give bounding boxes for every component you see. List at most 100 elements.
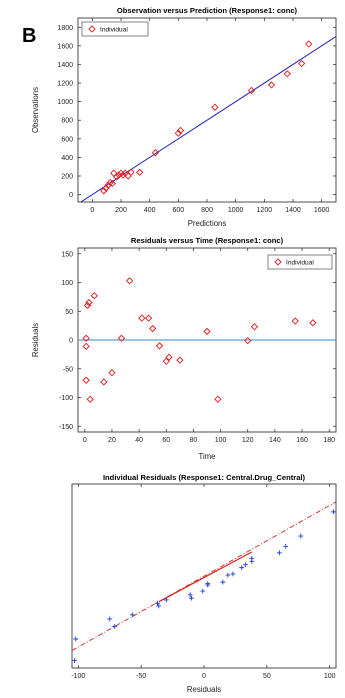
data-point-diamond — [119, 171, 127, 179]
y-tick-label: -50 — [63, 366, 73, 373]
data-point-diamond — [176, 126, 185, 135]
data-point-diamond — [305, 40, 313, 48]
data-point-diamond — [297, 59, 306, 68]
data-point-diamond — [176, 356, 184, 364]
data-point-cross — [73, 636, 79, 642]
data-point-cross — [277, 550, 282, 556]
data-point-cross — [283, 544, 289, 549]
data-point-cross — [225, 572, 231, 578]
observation-vs-prediction-chart: Observation versus Prediction (Response1… — [31, 6, 337, 228]
data-point-diamond — [174, 129, 182, 137]
data-point-diamond — [127, 168, 135, 176]
x-tick-label: -50 — [136, 673, 146, 680]
data-point-diamond — [162, 357, 170, 365]
chart-title: Residuals versus Time (Response1: conc) — [131, 236, 284, 245]
x-tick-label: 20 — [108, 437, 116, 444]
data-point-diamond — [85, 298, 93, 307]
data-point-diamond — [106, 178, 114, 187]
y-tick-label: 200 — [61, 173, 73, 180]
x-axis-label: Residuals — [187, 685, 221, 694]
data-point-cross — [331, 509, 336, 515]
data-point-cross — [72, 658, 77, 663]
x-tick-label: 600 — [172, 207, 184, 214]
y-tick-label: 800 — [61, 118, 73, 125]
data-point-diamond — [113, 173, 121, 181]
data-point-cross — [189, 595, 194, 601]
data-point-diamond — [244, 336, 252, 345]
x-tick-label: 1600 — [314, 207, 330, 214]
y-tick-label: 1400 — [57, 62, 73, 69]
data-point-diamond — [309, 319, 317, 327]
y-tick-label: 100 — [61, 280, 73, 287]
x-tick-label: 140 — [269, 437, 281, 444]
x-tick-label: 0 — [83, 437, 87, 444]
data-point-diamond — [203, 327, 211, 336]
y-axis-label: Observations — [31, 87, 40, 133]
data-point-cross — [163, 597, 169, 603]
reference-line — [72, 501, 336, 651]
x-tick-label: 60 — [162, 437, 170, 444]
y-tick-label: 1600 — [57, 43, 73, 50]
data-point-diamond — [214, 395, 222, 403]
data-point-cross — [187, 592, 193, 598]
data-point-diamond — [291, 317, 299, 325]
data-layer — [72, 501, 336, 663]
data-point-diamond — [267, 81, 276, 89]
data-point-cross — [243, 562, 248, 568]
x-tick-label: 800 — [201, 207, 213, 214]
data-point-diamond — [108, 179, 117, 188]
data-point-cross — [249, 555, 255, 561]
data-point-cross — [298, 533, 304, 539]
chart-title: Individual Residuals (Response1: Central… — [103, 473, 306, 482]
x-tick-label: 100 — [215, 437, 227, 444]
data-point-diamond — [82, 376, 90, 384]
x-tick-label: 180 — [323, 437, 335, 444]
data-point-diamond — [149, 324, 157, 333]
x-tick-label: 200 — [115, 207, 127, 214]
data-point-diamond — [138, 314, 146, 322]
y-tick-label: 600 — [61, 136, 73, 143]
x-tick-label: 120 — [242, 437, 254, 444]
data-point-diamond — [125, 277, 134, 285]
x-tick-label: 1400 — [285, 207, 301, 214]
y-tick-label: -100 — [59, 395, 73, 402]
data-point-diamond — [86, 395, 94, 403]
data-point-cross — [230, 571, 236, 577]
x-tick-label: 1200 — [257, 207, 273, 214]
individual-residuals-qq-chart: Individual Residuals (Response1: Central… — [71, 473, 337, 694]
legend: Individual — [267, 254, 333, 270]
data-point-diamond — [247, 86, 256, 95]
data-point-diamond — [90, 292, 98, 300]
x-tick-label: 0 — [90, 207, 94, 214]
data-point-diamond — [100, 187, 108, 195]
data-point-cross — [107, 616, 113, 622]
x-tick-label: 50 — [263, 673, 271, 680]
x-tick-label: 0 — [202, 673, 206, 680]
data-layer — [78, 277, 336, 403]
x-tick-label: 160 — [296, 437, 308, 444]
x-tick-label: 80 — [190, 437, 198, 444]
data-point-diamond — [151, 149, 160, 157]
x-axis-label: Predictions — [188, 219, 227, 228]
x-tick-label: 100 — [324, 673, 336, 680]
data-point-cross — [112, 623, 118, 629]
chart-title: Observation versus Prediction (Response1… — [117, 6, 298, 15]
data-point-diamond — [82, 334, 90, 342]
data-point-diamond — [144, 314, 153, 322]
legend-marker-diamond — [88, 25, 96, 33]
data-point-cross — [156, 603, 162, 609]
data-point-diamond — [135, 168, 144, 176]
legend-entry: Individual — [100, 27, 128, 34]
y-tick-label: 1800 — [57, 25, 73, 32]
x-axis-label: Time — [198, 452, 215, 461]
y-tick-label: 0 — [69, 338, 73, 345]
reference-line — [79, 36, 336, 202]
data-point-diamond — [283, 70, 291, 78]
data-point-diamond — [155, 342, 164, 350]
data-point-diamond — [117, 334, 126, 342]
data-point-diamond — [102, 184, 110, 192]
x-tick-label: 400 — [144, 207, 156, 214]
data-point-diamond — [211, 103, 219, 111]
y-tick-label: 0 — [69, 192, 73, 199]
